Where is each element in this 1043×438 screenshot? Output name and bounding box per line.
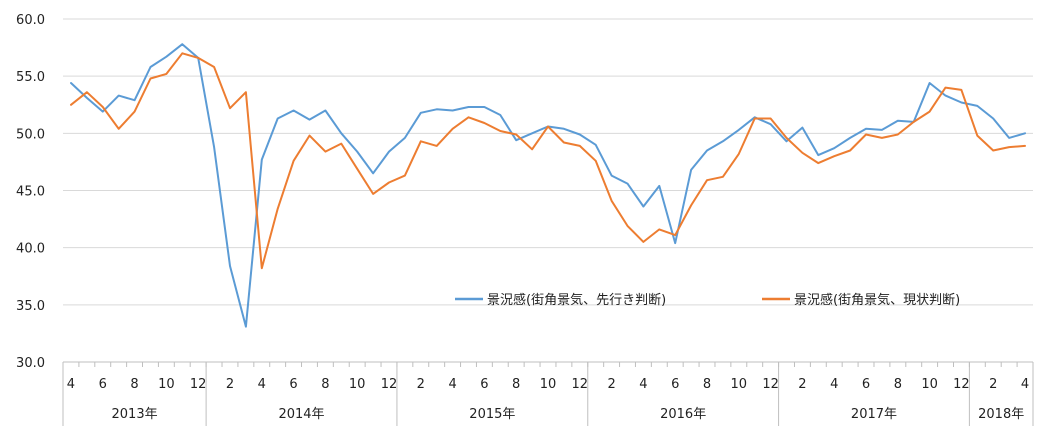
year-label: 2014年 bbox=[278, 407, 324, 422]
x-tick-label: 8 bbox=[512, 377, 520, 392]
year-label: 2017年 bbox=[851, 407, 897, 422]
y-tick-label: 40.0 bbox=[16, 242, 45, 257]
y-tick-label: 45.0 bbox=[16, 185, 45, 200]
x-tick-label: 6 bbox=[289, 377, 297, 392]
year-label: 2016年 bbox=[660, 407, 706, 422]
x-tick-label: 4 bbox=[639, 377, 647, 392]
x-tick-label: 12 bbox=[190, 377, 207, 392]
x-tick-label: 4 bbox=[448, 377, 456, 392]
x-tick-label: 10 bbox=[158, 377, 175, 392]
y-tick-label: 30.0 bbox=[16, 356, 45, 371]
x-tick-label: 10 bbox=[540, 377, 557, 392]
y-tick-label: 50.0 bbox=[16, 127, 45, 142]
x-tick-label: 6 bbox=[862, 377, 870, 392]
x-tick-label: 2 bbox=[417, 377, 425, 392]
x-axis: 4 6 8 10 12 2 4 6 8 10 12 2 4 6 8 10 12 2 4 6 8 10 12 2 4 6 8 10 12 2… bbox=[62, 361, 1034, 426]
x-tick-label: 12 bbox=[572, 377, 589, 392]
x-tick-label: 2 bbox=[798, 377, 806, 392]
gridlines bbox=[63, 18, 1033, 306]
x-tick-label: 2 bbox=[607, 377, 615, 392]
x-tick-label: 4 bbox=[830, 377, 838, 392]
x-tick-label: 12 bbox=[762, 377, 779, 392]
x-tick-label: 8 bbox=[130, 377, 138, 392]
legend-label: 景況感(街角景気、先行き判断) bbox=[487, 292, 666, 308]
x-tick-label: 2 bbox=[989, 377, 997, 392]
y-tick-label: 35.0 bbox=[16, 299, 45, 314]
year-label: 2013年 bbox=[112, 407, 158, 422]
y-tick-label: 60.0 bbox=[16, 13, 45, 28]
x-tick-label: 6 bbox=[671, 377, 679, 392]
x-tick-label: 8 bbox=[703, 377, 711, 392]
x-tick-label: 8 bbox=[321, 377, 329, 392]
x-tick-label: 12 bbox=[381, 377, 398, 392]
x-tick-label: 4 bbox=[258, 377, 266, 392]
x-tick-label: 10 bbox=[349, 377, 366, 392]
x-tick-label: 10 bbox=[731, 377, 748, 392]
y-axis-tick-labels: 30.0 35.0 40.0 45.0 50.0 55.0 60.0 bbox=[16, 13, 45, 371]
x-tick-label: 2 bbox=[226, 377, 234, 392]
year-label: 2015年 bbox=[469, 407, 515, 422]
x-tick-label: 6 bbox=[480, 377, 488, 392]
legend-label: 景況感(街角景気、現状判断) bbox=[794, 292, 960, 308]
legend: 景況感(街角景気、先行き判断) 景況感(街角景気、現状判断) bbox=[455, 292, 960, 308]
x-tick-label: 6 bbox=[99, 377, 107, 392]
series-line-1 bbox=[70, 43, 1026, 328]
year-label: 2018年 bbox=[978, 407, 1024, 422]
series-lines bbox=[70, 43, 1026, 328]
series-line-2 bbox=[70, 52, 1026, 270]
x-tick-label: 8 bbox=[894, 377, 902, 392]
x-tick-label: 12 bbox=[953, 377, 970, 392]
y-tick-label: 55.0 bbox=[16, 70, 45, 85]
x-tick-label: 10 bbox=[921, 377, 938, 392]
x-tick-label: 4 bbox=[67, 377, 75, 392]
x-tick-label: 4 bbox=[1021, 377, 1029, 392]
